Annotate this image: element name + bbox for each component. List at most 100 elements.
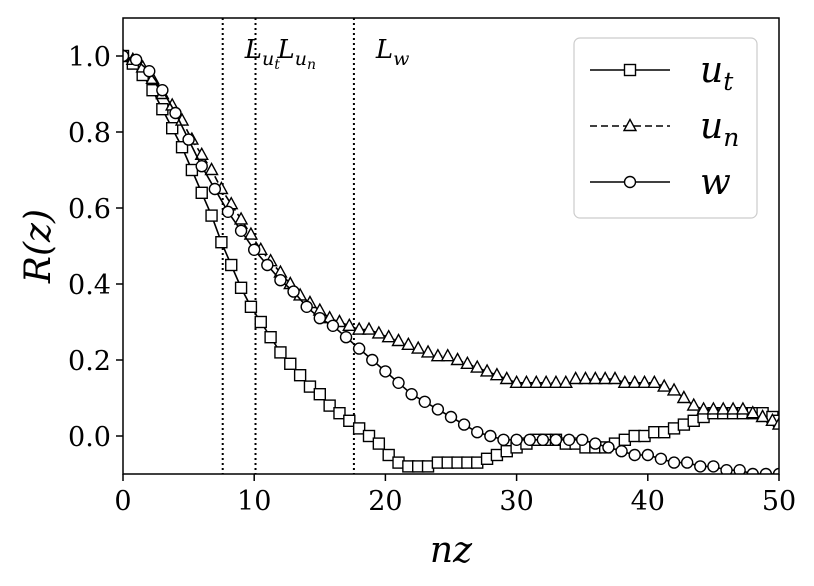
- point-u-n-25: [361, 321, 377, 335]
- series-u-n: [123, 48, 779, 430]
- point-w-32: [536, 433, 550, 446]
- point-u-n-33: [440, 348, 455, 362]
- point-w-46: [720, 464, 733, 474]
- point-u-n-38: [489, 367, 505, 381]
- point-w-17: [339, 331, 353, 344]
- point-w-25: [444, 410, 458, 424]
- y-tick-label-2: 0.4: [68, 270, 111, 301]
- point-u-n-45: [558, 374, 573, 388]
- point-u-n-42: [529, 374, 544, 388]
- point-w-18: [352, 342, 366, 355]
- point-u-t-20: [313, 388, 326, 401]
- point-w-35: [576, 433, 589, 446]
- plot-frame: [122, 17, 780, 475]
- point-u-t-25: [362, 429, 376, 443]
- point-w-28: [484, 429, 497, 443]
- point-u-n-9: [204, 162, 219, 176]
- point-w-22: [405, 388, 418, 401]
- point-w-15: [313, 312, 326, 325]
- point-w-40: [641, 448, 654, 462]
- point-w-48: [746, 467, 759, 474]
- point-u-n-30: [411, 340, 426, 354]
- point-w-49: [759, 467, 773, 474]
- point-u-t-18: [293, 369, 307, 382]
- point-u-n-41: [519, 374, 534, 388]
- point-u-t-26: [372, 437, 386, 450]
- vline-label-1: Lun: [277, 35, 317, 73]
- point-u-n-49: [597, 371, 613, 385]
- point-u-n-31: [420, 344, 436, 358]
- point-w-5: [182, 133, 195, 146]
- point-u-n-44: [548, 374, 564, 388]
- point-u-t-9: [205, 209, 218, 222]
- point-u-n-26: [371, 325, 387, 339]
- point-u-n-60: [706, 401, 721, 415]
- point-w-19: [366, 353, 379, 367]
- point-w-36: [589, 437, 602, 450]
- point-u-n-59: [696, 401, 711, 415]
- point-w-11: [261, 258, 274, 272]
- point-u-n-57: [676, 390, 692, 404]
- point-u-t-15: [264, 331, 277, 344]
- point-w-34: [562, 433, 576, 446]
- point-u-n-53: [637, 374, 652, 388]
- point-u-n-64: [745, 405, 760, 419]
- point-u-n-39: [499, 371, 514, 385]
- series-w: [123, 49, 779, 474]
- x-tick-label-5: 50: [762, 486, 796, 517]
- point-w-50: [772, 467, 779, 474]
- point-u-t-21: [323, 399, 336, 412]
- point-u-n-27: [381, 329, 396, 343]
- point-u-n-48: [588, 371, 603, 385]
- point-u-n-23: [342, 317, 357, 331]
- point-w-33: [549, 433, 563, 446]
- point-u-n-28: [391, 333, 406, 347]
- point-u-n-67: [771, 416, 779, 430]
- point-w-29: [497, 433, 510, 446]
- point-u-n-43: [538, 374, 554, 388]
- point-u-n-36: [470, 359, 485, 373]
- x-tick-label-3: 30: [499, 486, 533, 517]
- point-u-t-24: [352, 422, 366, 435]
- point-w-23: [418, 395, 431, 408]
- point-u-n-34: [450, 352, 465, 366]
- point-w-31: [523, 433, 536, 446]
- point-u-n-32: [430, 348, 446, 362]
- point-u-t-27: [382, 448, 395, 462]
- x-tick-label-0: 0: [114, 486, 131, 517]
- y-tick-label-0: 0.0: [68, 422, 111, 453]
- point-u-t-23: [343, 414, 356, 427]
- point-u-n-29: [401, 336, 416, 350]
- point-u-t-19: [303, 380, 317, 393]
- point-u-n-50: [607, 371, 623, 385]
- point-w-42: [667, 456, 681, 469]
- point-u-n-61: [716, 401, 731, 415]
- y-tick-label-5: 1.0: [68, 42, 111, 73]
- point-w-47: [733, 464, 746, 474]
- ticks: 0 10 20 30 40 50 0.0 0.2 0.4 0.6 0.8 1.0: [68, 42, 796, 517]
- legend-label-u-n: un: [700, 106, 739, 152]
- x-axis-label: nz: [430, 530, 473, 571]
- point-w-27: [471, 426, 484, 439]
- y-axis-label: R(z): [18, 209, 59, 284]
- point-u-t-8: [195, 186, 208, 200]
- legend: ut un w: [573, 37, 758, 219]
- x-tick-label-1: 10: [237, 486, 271, 517]
- point-u-n-65: [755, 409, 770, 423]
- legend-label-u-t: ut: [700, 50, 734, 96]
- x-tick-label-2: 20: [368, 486, 402, 517]
- point-u-t-11: [225, 258, 238, 272]
- y-tick-label-3: 0.6: [68, 194, 111, 225]
- point-u-t-13: [244, 300, 258, 313]
- point-w-3: [156, 83, 169, 97]
- point-u-t-22: [333, 407, 346, 420]
- point-u-n-37: [479, 363, 495, 377]
- point-w-44: [694, 460, 707, 473]
- point-u-t-14: [254, 315, 267, 329]
- point-u-n-55: [657, 378, 672, 392]
- point-w-38: [615, 445, 628, 458]
- series-layer: [123, 48, 779, 474]
